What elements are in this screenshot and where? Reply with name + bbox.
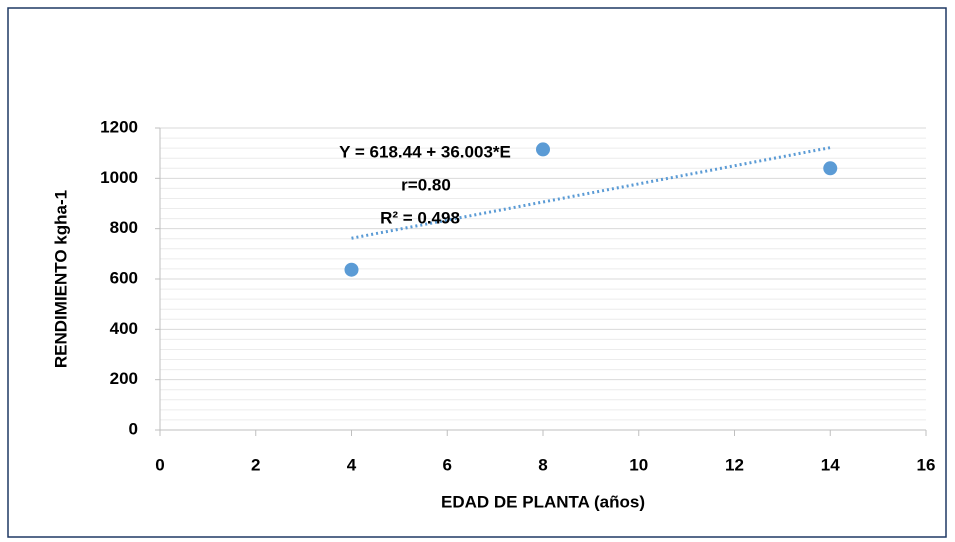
y-tick-label: 600 (110, 268, 138, 287)
y-tick-label: 800 (110, 218, 138, 237)
y-tick-label: 0 (129, 419, 138, 438)
x-tick-label: 16 (917, 455, 936, 474)
x-tick-label: 6 (443, 455, 452, 474)
x-tick-label: 4 (347, 455, 357, 474)
y-tick-label: 400 (110, 319, 138, 338)
annotation: r=0.80 (401, 175, 451, 194)
chart-border (7, 7, 947, 538)
x-axis-label: EDAD DE PLANTA (años) (441, 492, 645, 511)
x-tick-label: 8 (538, 455, 547, 474)
annotation: R² = 0.498 (380, 208, 460, 227)
y-tick-label: 1000 (100, 168, 138, 187)
x-tick-label: 12 (725, 455, 744, 474)
trendline (351, 146, 831, 240)
x-tick-label: 2 (251, 455, 260, 474)
data-point (823, 161, 838, 176)
data-point (536, 142, 550, 157)
y-tick-label: 200 (110, 369, 138, 388)
data-point (344, 262, 359, 277)
annotation: Y = 618.44 + 36.003*E (339, 142, 511, 161)
y-axis-label: RENDIMIENTO kgha-1 (51, 190, 70, 368)
x-tick-label: 14 (821, 455, 840, 474)
x-tick-label: 10 (629, 455, 648, 474)
y-tick-label: 1200 (100, 117, 138, 136)
x-tick-label: 0 (155, 455, 164, 474)
